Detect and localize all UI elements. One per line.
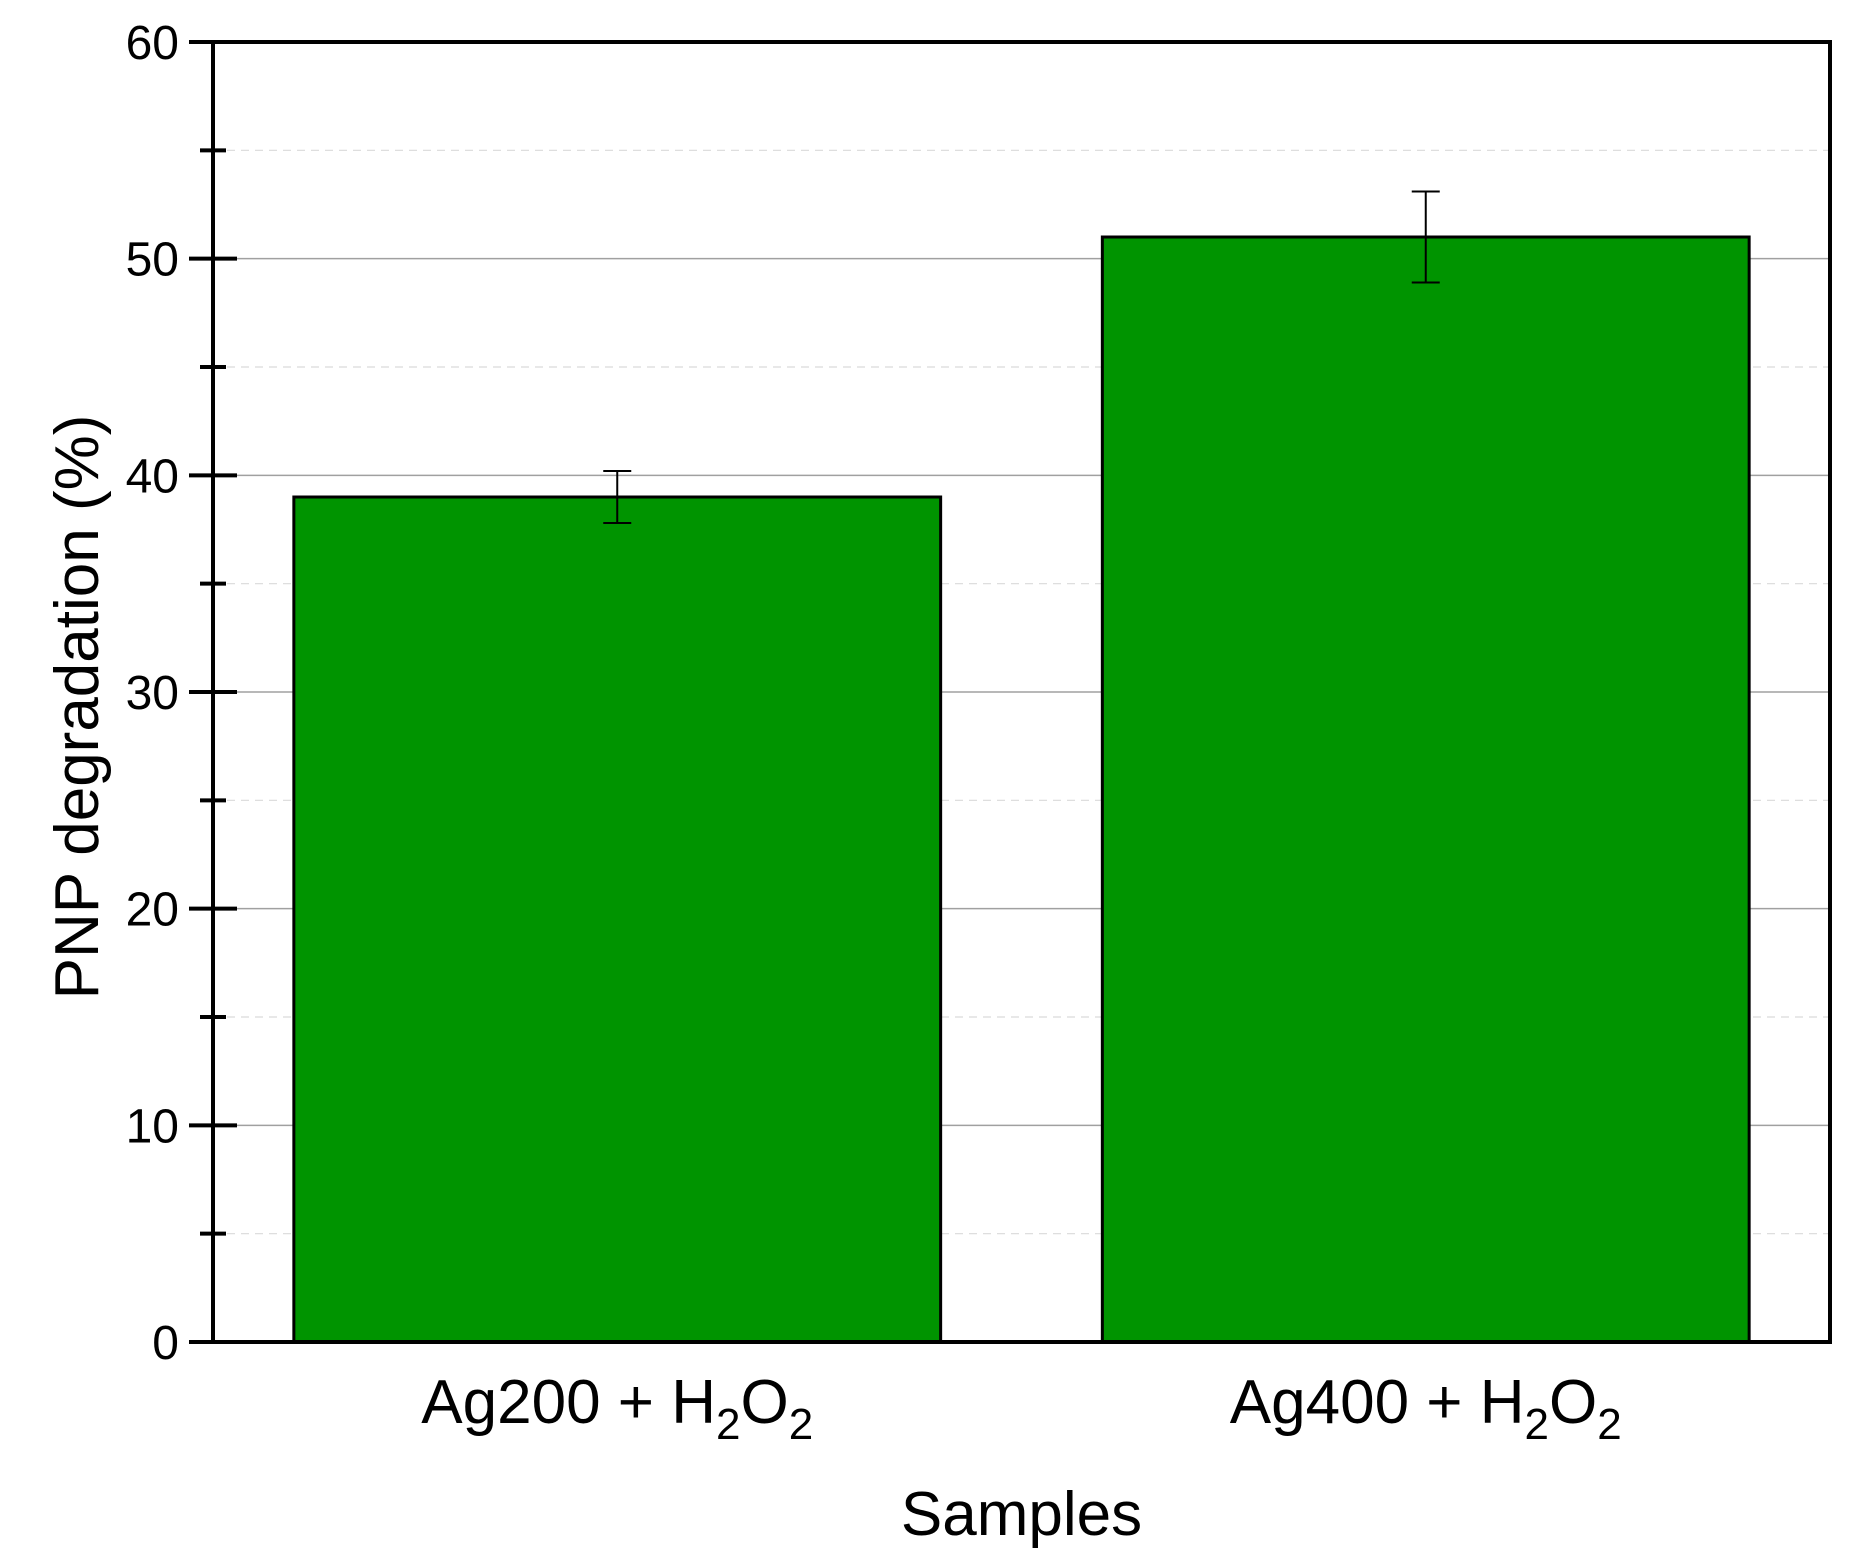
bar bbox=[1100, 235, 1751, 1344]
bar bbox=[292, 495, 943, 1344]
y-tick-label: 30 bbox=[126, 667, 179, 720]
y-tick-label: 50 bbox=[126, 234, 179, 287]
error-bars bbox=[603, 190, 1440, 524]
x-category-labels: Ag200 + H2O2 Ag400 + H2O2 bbox=[421, 1368, 1621, 1449]
x-axis-title: Samples bbox=[901, 1480, 1142, 1549]
x-category-label: Ag200 + H2O2 bbox=[421, 1368, 813, 1449]
x-category-label: Ag400 + H2O2 bbox=[1230, 1368, 1622, 1449]
y-tick-label: 40 bbox=[126, 450, 179, 503]
y-axis-ticks bbox=[189, 40, 237, 1344]
y-tick-labels: 0 10 20 30 40 50 60 bbox=[126, 17, 179, 1370]
y-tick-label: 20 bbox=[126, 884, 179, 937]
y-axis-title: PNP degradation (%) bbox=[43, 415, 112, 1000]
y-tick-label: 0 bbox=[152, 1317, 179, 1370]
y-tick-label: 10 bbox=[126, 1100, 179, 1153]
bars bbox=[292, 235, 1751, 1344]
y-tick-label: 60 bbox=[126, 17, 179, 70]
